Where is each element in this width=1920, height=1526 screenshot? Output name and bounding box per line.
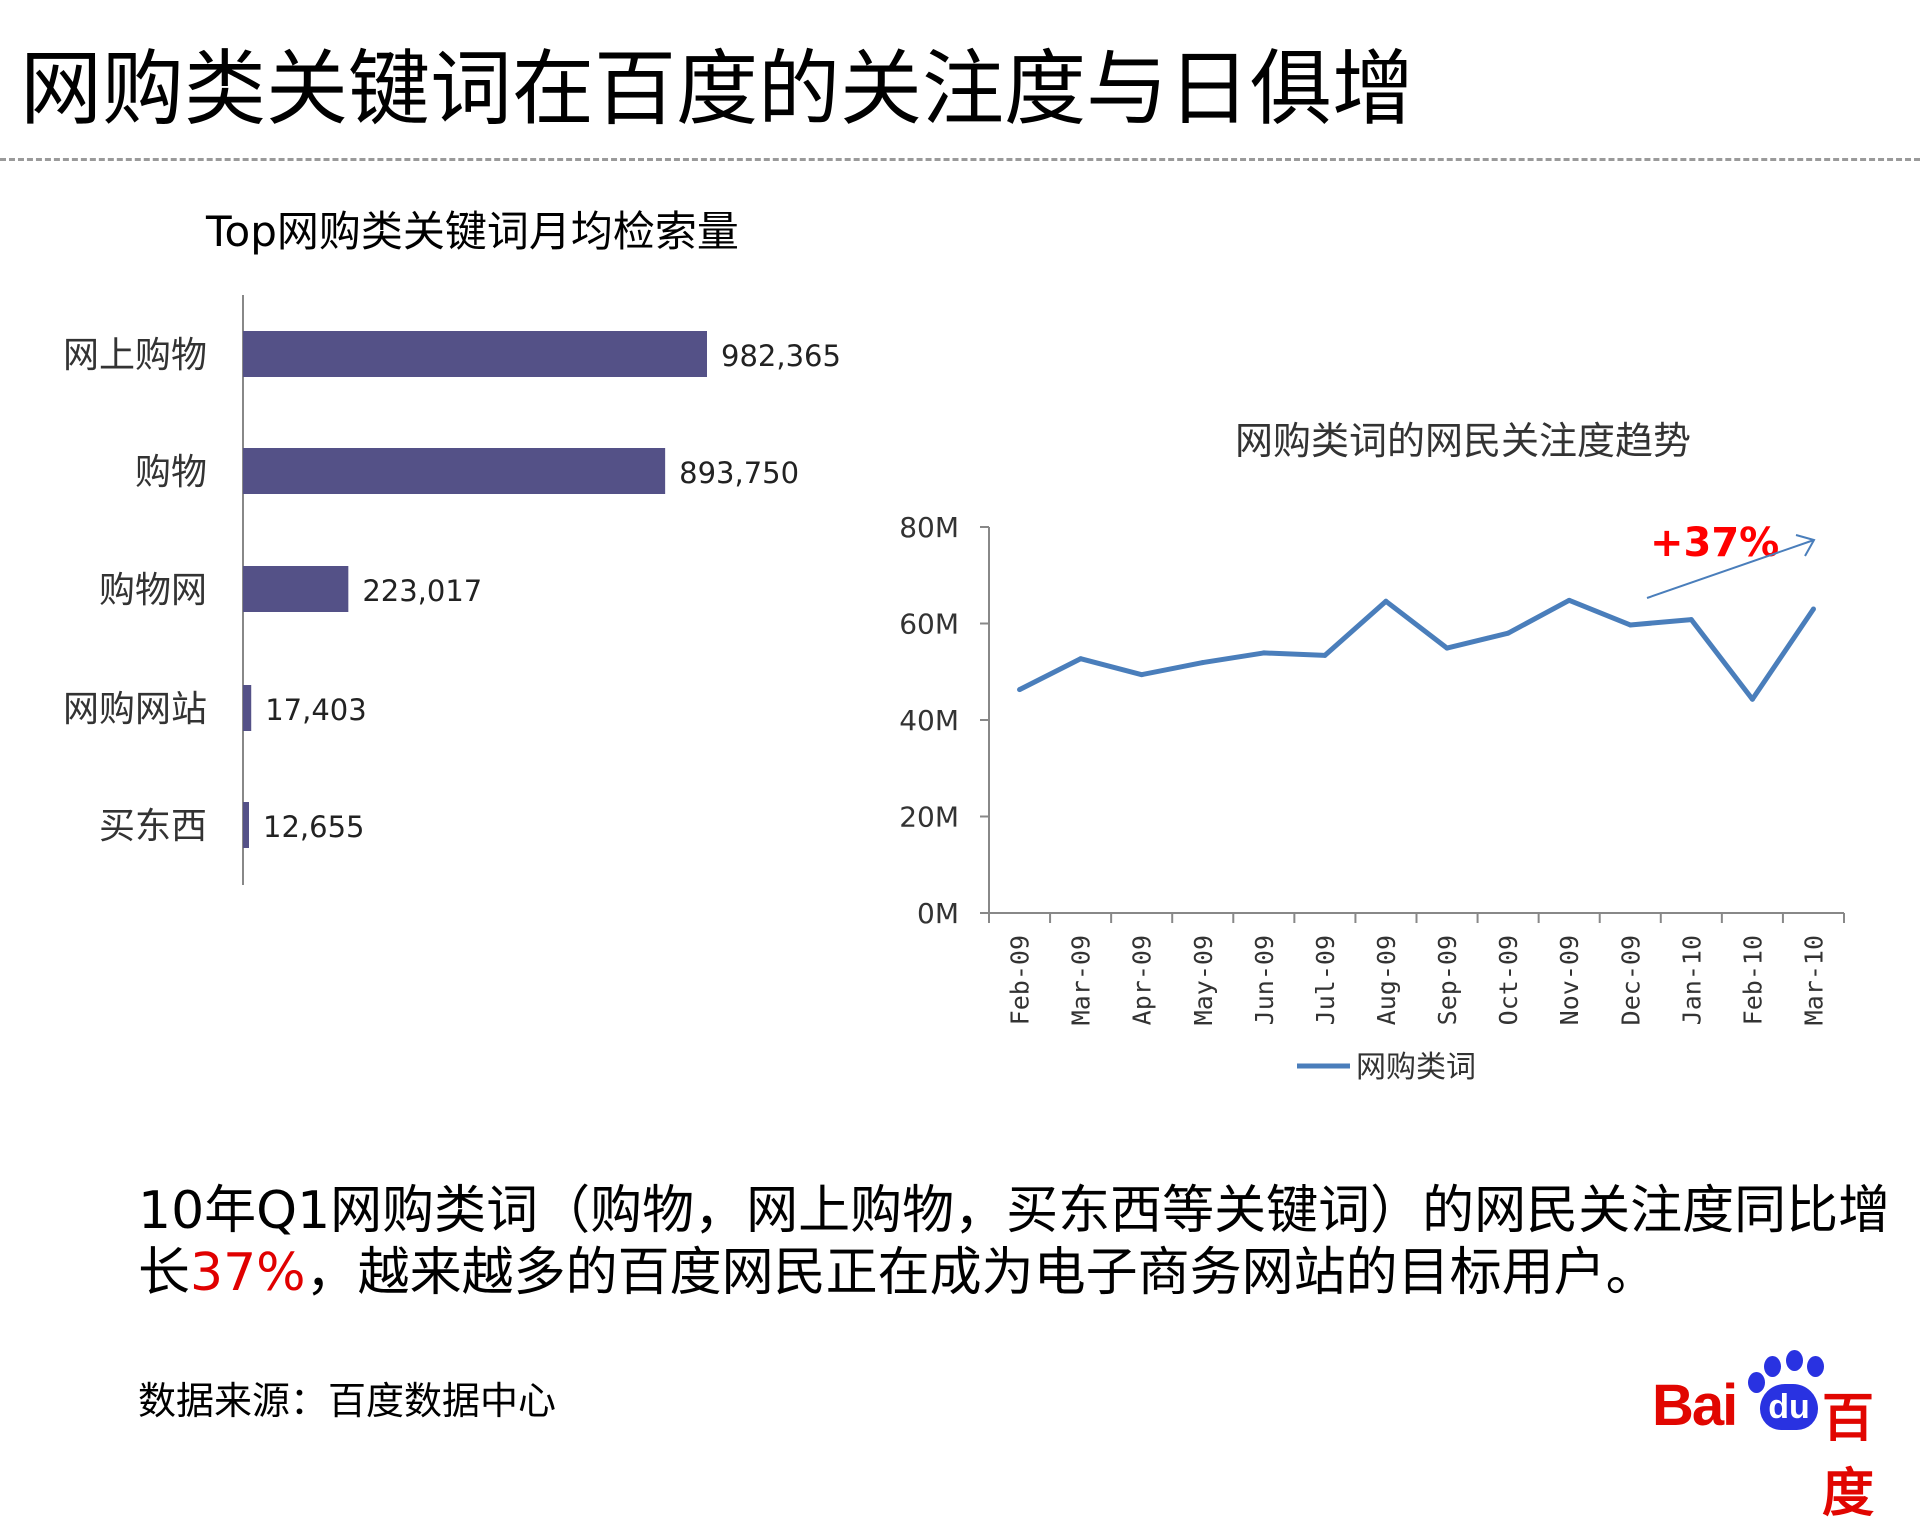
bar-category-label: 买东西	[99, 806, 207, 847]
bar-category-label: 网购网站	[63, 689, 207, 730]
y-tick-label: 0M	[917, 897, 959, 930]
data-point	[1078, 656, 1084, 662]
x-tick-label: Jun-09	[1250, 935, 1279, 1025]
bar-chart-title: Top网购类关键词月均检索量	[205, 207, 739, 256]
x-tick-label: Feb-10	[1738, 935, 1767, 1025]
title-divider	[0, 158, 1920, 161]
bar-chart: 网上购物 982,365 购物 893,750 购物网 223,017 网购网站 17,403…	[63, 295, 841, 885]
bar	[243, 802, 249, 848]
baidu-logo-cn: 百度	[1822, 1389, 1875, 1524]
bar	[243, 448, 666, 494]
bar	[243, 331, 707, 377]
y-tick-label: 80M	[899, 511, 959, 544]
paw-icon	[1764, 1356, 1781, 1377]
bar-value-label: 17,403	[265, 693, 366, 727]
bar-value-label: 223,017	[362, 574, 482, 608]
paw-icon	[1807, 1356, 1824, 1377]
bar-category-label: 购物	[135, 452, 207, 493]
y-tick-label: 60M	[899, 608, 959, 641]
x-tick-label: Oct-09	[1494, 935, 1523, 1025]
summary-highlight: 37%	[190, 1243, 306, 1303]
trend-arrow-head	[1795, 534, 1816, 557]
data-point	[1627, 622, 1633, 628]
y-tick-label: 40M	[899, 704, 959, 737]
x-tick-label: Jul-09	[1311, 935, 1340, 1025]
bar-value-label: 12,655	[263, 810, 364, 844]
bar-category-label: 购物网	[99, 570, 207, 611]
page-title: 网购类关键词在百度的关注度与日俱增	[20, 42, 1415, 137]
x-tick-label: May-09	[1189, 935, 1218, 1025]
growth-annotation: +37%	[1650, 520, 1779, 566]
data-point	[1688, 617, 1694, 623]
summary-text: 10年Q1网购类词（购物，网上购物，买东西等关键词）的网民关注度同比增长37%，…	[138, 1180, 1898, 1304]
x-tick-label: Mar-10	[1799, 935, 1828, 1025]
bar	[243, 685, 252, 731]
data-point	[1566, 597, 1572, 603]
paw-icon	[1748, 1372, 1765, 1393]
data-point	[1261, 650, 1267, 656]
trend-arrow	[1646, 539, 1815, 599]
legend-label: 网购类词	[1356, 1050, 1476, 1085]
x-tick-label: Jan-10	[1677, 935, 1706, 1025]
bar-category-label: 网上购物	[63, 335, 207, 376]
data-point	[1383, 598, 1389, 604]
x-tick-label: Feb-09	[1006, 935, 1035, 1025]
bar	[243, 566, 349, 612]
data-source: 数据来源：百度数据中心	[138, 1379, 557, 1423]
baidu-logo-bai: Bai	[1652, 1373, 1738, 1438]
x-tick-label: Aug-09	[1372, 935, 1401, 1025]
data-point	[1810, 606, 1816, 612]
series-line	[1018, 597, 1816, 702]
bar-value-label: 893,750	[679, 456, 799, 490]
data-point	[1200, 660, 1206, 666]
data-point	[1139, 672, 1145, 678]
paw-icon	[1786, 1350, 1803, 1371]
x-tick-label: Nov-09	[1555, 935, 1584, 1025]
charts-canvas: Top网购类关键词月均检索量 网上购物 982,365 购物 893,750 购物网 22…	[63, 207, 1845, 1085]
line-chart-title: 网购类词的网民关注度趋势	[1235, 419, 1691, 463]
x-tick-label: Sep-09	[1433, 935, 1462, 1025]
line-chart: 0M 20M 40M 60M 80M Feb-09 Mar-09 Apr-09 May-09 Ju…	[899, 511, 1845, 1085]
data-point	[1505, 630, 1511, 636]
data-point	[1749, 696, 1755, 702]
x-tick-label: Apr-09	[1128, 935, 1157, 1025]
x-tick-label: Dec-09	[1616, 935, 1645, 1025]
x-tick-label: Mar-09	[1067, 935, 1096, 1025]
baidu-logo-du: du	[1760, 1384, 1818, 1430]
baidu-logo: Bai du 百度	[1652, 1350, 1912, 1524]
summary-before: 10年Q1网购类词（购物，网上购物，买东西等关键词）的网民关注度同比增长	[138, 1181, 1891, 1303]
data-point	[1444, 645, 1450, 651]
data-point	[1017, 687, 1023, 693]
data-point	[1322, 652, 1328, 658]
bar-value-label: 982,365	[721, 339, 841, 373]
y-tick-label: 20M	[899, 801, 959, 834]
summary-after: ，越来越多的百度网民正在成为电子商务网站的目标用户。	[305, 1243, 1658, 1303]
